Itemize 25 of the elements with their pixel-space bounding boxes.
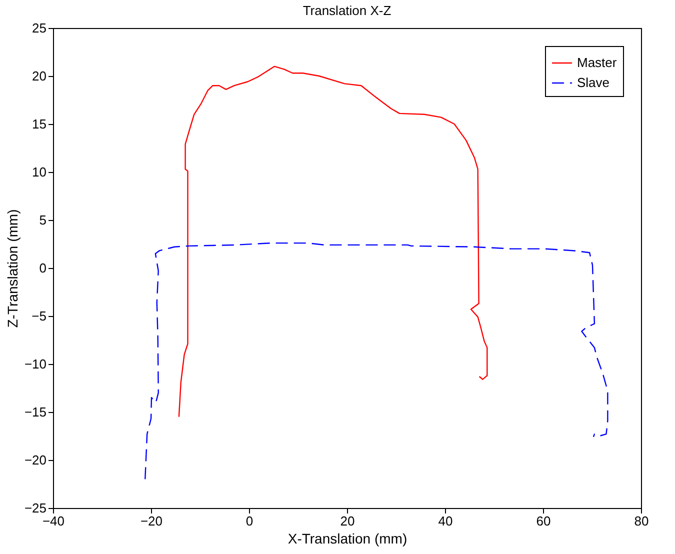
chart-title: Translation X-Z (302, 3, 392, 18)
line-series (144, 242, 608, 480)
x-tick-label: 40 (438, 514, 453, 528)
y-tick-label: −25 (24, 500, 46, 516)
x-tick-label: 0 (246, 514, 254, 528)
line-series (178, 66, 488, 418)
y-axis-title: Z-Translation (mm) (4, 209, 20, 328)
y-tick-label: 10 (32, 164, 46, 180)
y-tick-label: −20 (24, 452, 46, 468)
y-tick-label: −10 (24, 356, 46, 372)
x-tick-label: 80 (634, 514, 649, 528)
y-tick-label: −5 (32, 308, 46, 324)
y-tick-label: 20 (32, 68, 46, 84)
y-tick-label: −15 (24, 404, 46, 420)
x-tick-label: 20 (340, 514, 355, 528)
x-tick-label: 60 (536, 514, 551, 528)
y-tick-label: 15 (32, 116, 46, 132)
legend-label: Master (577, 55, 618, 70)
x-axis-title: X-Translation (mm) (288, 530, 408, 546)
legend-label: Slave (577, 75, 610, 90)
y-tick-label: 25 (32, 20, 46, 36)
x-tick-label: −20 (140, 514, 163, 528)
y-tick-label: 0 (39, 260, 46, 276)
y-tick-label: 5 (39, 212, 46, 228)
x-tick-label: −40 (42, 514, 65, 528)
